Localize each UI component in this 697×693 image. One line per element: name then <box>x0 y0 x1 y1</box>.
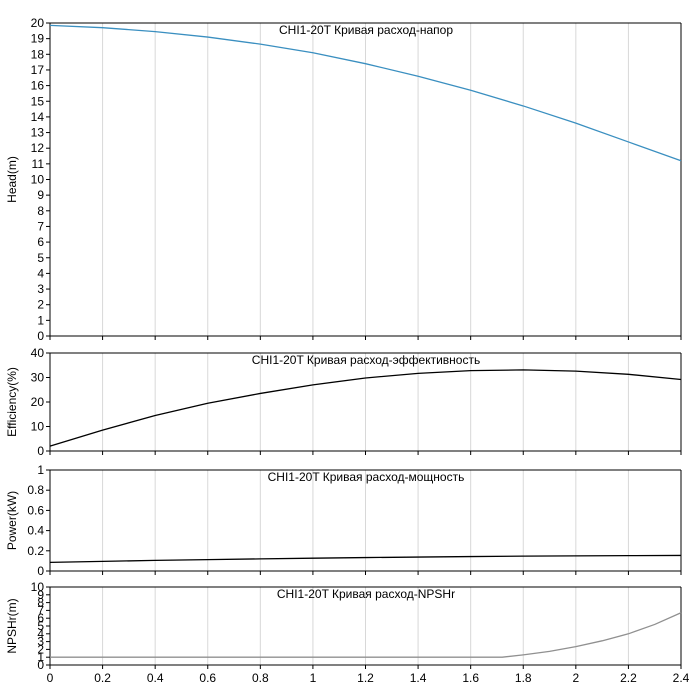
y-tick-label: 16 <box>31 79 45 93</box>
y-tick-label: 1 <box>37 463 44 477</box>
y-tick-label: 1 <box>37 650 44 664</box>
y-tick-label: 1 <box>37 313 44 327</box>
y-axis-label: Head(m) <box>5 156 19 203</box>
y-tick-label: 9 <box>37 188 44 202</box>
y-tick-label: 10 <box>31 420 45 434</box>
y-tick-label: 4 <box>37 266 44 280</box>
y-tick-label: 0.2 <box>27 544 44 558</box>
y-tick-label: 0.6 <box>27 503 44 517</box>
chart-title: CHI1-20T Кривая расход-NPSHr <box>277 587 455 601</box>
y-tick-label: 9 <box>37 588 44 602</box>
y-tick-label: 0 <box>37 444 44 458</box>
x-tick-label: 1.2 <box>357 671 374 685</box>
series-line <box>49 24 682 162</box>
x-tick-label: 0 <box>47 671 54 685</box>
y-tick-label: 4 <box>37 627 44 641</box>
y-tick-label: 17 <box>31 63 45 77</box>
x-tick-label: 0.2 <box>94 671 111 685</box>
y-tick-label: 6 <box>37 611 44 625</box>
y-tick-label: 0.4 <box>27 524 44 538</box>
chart-title: CHI1-20T Кривая расход-эффективность <box>252 353 480 367</box>
y-tick-label: 0.8 <box>27 483 44 497</box>
y-tick-label: 0 <box>37 658 44 672</box>
x-tick-label: 1.6 <box>462 671 479 685</box>
y-tick-label: 12 <box>31 141 45 155</box>
chart-title: CHI1-20T Кривая расход-напор <box>279 23 453 37</box>
y-tick-label: 0 <box>37 564 44 578</box>
x-tick-label: 1.4 <box>410 671 427 685</box>
chart-panel-3: 0 0.2 0.4 0.6 0.8 1 CHI1-20T Кривая расход-мощ… <box>5 463 682 578</box>
y-tick-label: 15 <box>31 94 45 108</box>
y-tick-label: 6 <box>37 235 44 249</box>
y-axis-label: NPSHr(m) <box>5 598 19 653</box>
y-tick-label: 5 <box>37 619 44 633</box>
y-tick-label: 3 <box>37 282 44 296</box>
x-tick-label: 0.6 <box>199 671 216 685</box>
y-tick-label: 8 <box>37 596 44 610</box>
y-tick-label: 18 <box>31 47 45 61</box>
y-tick-label: 10 <box>31 580 45 594</box>
x-tick-label: 1 <box>310 671 317 685</box>
y-tick-label: 3 <box>37 635 44 649</box>
y-tick-label: 30 <box>31 371 45 385</box>
y-tick-label: 7 <box>37 603 44 617</box>
x-tick-label: 1.8 <box>515 671 532 685</box>
series-line <box>50 612 682 658</box>
series-line <box>49 554 682 564</box>
y-tick-label: 7 <box>37 219 44 233</box>
y-tick-label: 0 <box>37 329 44 343</box>
y-tick-label: 2 <box>37 298 44 312</box>
y-axis-label: Efficiency(%) <box>5 367 19 437</box>
x-tick-label: 2 <box>572 671 579 685</box>
y-tick-label: 19 <box>31 32 45 46</box>
y-tick-label: 40 <box>31 346 45 360</box>
y-tick-label: 5 <box>37 251 44 265</box>
series-line <box>49 369 682 447</box>
y-tick-label: 14 <box>31 110 45 124</box>
y-tick-label: 10 <box>31 173 45 187</box>
x-tick-label: 2.2 <box>620 671 637 685</box>
y-tick-label: 20 <box>31 395 45 409</box>
y-axis-label: Power(kW) <box>5 491 19 550</box>
y-tick-label: 8 <box>37 204 44 218</box>
x-tick-label: 2.4 <box>673 671 690 685</box>
y-tick-label: 13 <box>31 126 45 140</box>
x-tick-label: 0.4 <box>147 671 164 685</box>
y-tick-label: 2 <box>37 642 44 656</box>
y-tick-label: 20 <box>31 16 45 30</box>
chart-title: CHI1-20T Кривая расход-мощность <box>268 470 465 484</box>
chart-panel-2: 0 10 20 30 40 CHI1-20T Кривая расход-эффектив… <box>5 346 682 458</box>
y-tick-label: 11 <box>32 157 45 171</box>
x-tick-label: 0.8 <box>252 671 269 685</box>
